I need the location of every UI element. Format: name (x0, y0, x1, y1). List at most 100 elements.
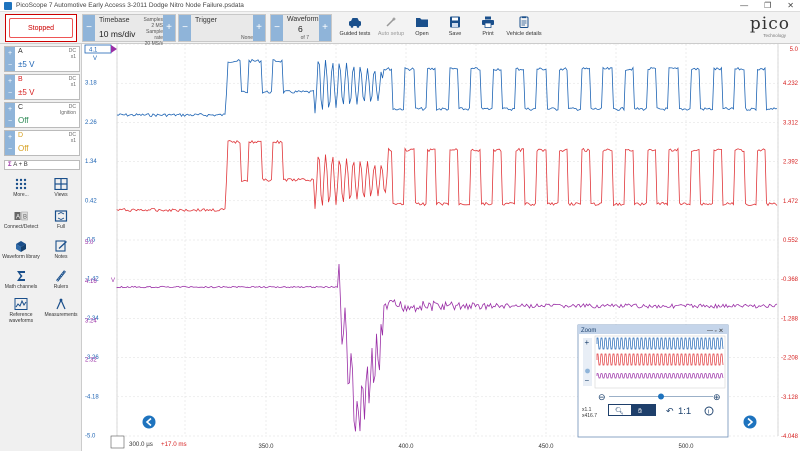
left-tick-label: -5.0 (85, 434, 96, 440)
channel-a-probe: x1 (70, 54, 76, 60)
minimize-button[interactable]: — (740, 1, 749, 10)
channel-c-range[interactable]: Off (18, 116, 29, 125)
math-tick-label: 3.24 (85, 318, 97, 324)
more-tool[interactable]: More... (2, 178, 40, 198)
timebase-value[interactable]: 10 ms/div (99, 29, 136, 39)
notes-icon (55, 240, 67, 252)
channel-a-range[interactable]: ±5 V (18, 60, 35, 69)
scope-view[interactable]: 3.18 2.26 1.34 0.42 -0.5 -1.42 -2.34 -3.26 -4.18… (83, 44, 800, 451)
waveform-group: − Waveform 6 of 7 + (270, 14, 332, 42)
hand-icon[interactable]: ✋︎ (638, 408, 642, 415)
window-controls: — ❐ ✕ (740, 1, 794, 10)
channel-c-name: C (18, 104, 24, 111)
rulers-tool[interactable]: Rulers (42, 270, 80, 290)
channel-d-probe: x1 (70, 138, 76, 144)
math-channels-label: Math channels (4, 284, 38, 290)
reference-waveform-icon (14, 298, 28, 310)
zoom-scale-x: x1.1 (582, 407, 592, 413)
channel-a-coupling: DC x1 (69, 48, 76, 60)
zoom-panel[interactable]: Zoom — ▫ ✕ + − ⊖ ⊕ x1.1 x416.7 🔍︎ ✋︎ ↶ 1… (577, 324, 729, 438)
zoom-out-x-icon[interactable]: ⊖ (598, 392, 606, 402)
timebase-increase-button[interactable]: + (163, 15, 175, 41)
zoom-magnifier-button[interactable] (609, 405, 631, 415)
notes-tool[interactable]: Notes (42, 240, 80, 260)
channel-c-card[interactable]: + − C Off DC Ignition (4, 102, 80, 128)
magnifier-icon: 🔍︎ (615, 407, 624, 415)
auto-setup-button[interactable]: Auto setup (374, 15, 408, 41)
views-tool[interactable]: Views (42, 178, 80, 198)
guided-tests-label: Guided tests (339, 31, 371, 37)
right-tick-label: 0.552 (783, 238, 799, 244)
channel-c-coupling-value: DC (68, 104, 76, 110)
left-tick-label: -1.42 (85, 277, 99, 283)
channel-a-stepper[interactable]: + − (5, 47, 15, 71)
waveform-prev-button[interactable]: − (271, 15, 283, 41)
waveform-next-button[interactable]: + (319, 15, 331, 41)
app-icon (4, 1, 12, 10)
math-channel-item[interactable]: Σ A + B (4, 160, 80, 170)
full-tool[interactable]: Full (42, 210, 80, 230)
channel-b-trace (116, 139, 778, 212)
trigger-marker-icon[interactable] (111, 45, 117, 53)
zoom-overview-trace (596, 373, 724, 379)
start-time-marker[interactable] (110, 435, 125, 449)
maximize-button[interactable]: ❐ (764, 1, 772, 10)
channel-d-card[interactable]: + − D Off DC x1 (4, 130, 80, 156)
channel-c-stepper[interactable]: + − (5, 103, 15, 127)
rulers-label: Rulers (53, 284, 69, 290)
channel-b-range[interactable]: ±5 V (18, 88, 35, 97)
vehicle-details-button[interactable]: Vehicle details (504, 15, 544, 41)
zoom-in-x-icon[interactable]: ⊕ (713, 392, 721, 402)
zoom-in-y-icon[interactable]: + (585, 338, 590, 347)
zoom-ratio[interactable]: 1:1 (678, 406, 691, 417)
ch-a-offset-label: 4.1 (89, 48, 98, 54)
measurements-tool[interactable]: Measurements (42, 298, 80, 318)
notes-label: Notes (54, 254, 68, 260)
zoom-vertical-slider[interactable] (583, 338, 592, 386)
math-channels-tool[interactable]: Math channels (2, 270, 40, 290)
sigma-tool-icon (17, 271, 25, 281)
guided-tests-button[interactable]: Guided tests (338, 15, 372, 41)
info-icon[interactable] (704, 406, 714, 416)
scroll-right-button[interactable] (743, 415, 757, 429)
print-button[interactable]: Print (471, 15, 505, 41)
svg-text:A: A (16, 215, 20, 221)
channel-d-range[interactable]: Off (18, 144, 29, 153)
scroll-left-button[interactable] (142, 415, 156, 429)
close-button[interactable]: ✕ (787, 1, 794, 10)
time-offset-label: +17.0 ms (161, 441, 187, 448)
run-stop-button[interactable]: Stopped (5, 14, 77, 42)
rate-label: Sample rate (146, 29, 163, 41)
time-axis: 350.0 400.0 450.0 500.0 (258, 444, 694, 450)
window-title: PicoScope 7 Automotive Early Access 3-20… (16, 2, 244, 9)
trigger-increase-button[interactable]: + (253, 15, 265, 41)
run-stop-label: Stopped (27, 24, 55, 32)
timebase-decrease-button[interactable]: − (83, 15, 95, 41)
left-tick-label: -3.26 (85, 355, 99, 361)
waveform-library-tool[interactable]: Waveform library (2, 240, 40, 260)
open-label: Open (415, 31, 429, 37)
channel-d-stepper[interactable]: + − (5, 131, 15, 155)
samples-label: Samples (143, 17, 163, 23)
channel-b-stepper[interactable]: + − (5, 75, 15, 99)
undo-zoom-icon[interactable]: ↶ (666, 406, 674, 416)
open-button[interactable]: Open (405, 15, 439, 41)
channel-c-coupling: DC Ignition (60, 104, 76, 116)
zoom-scale-y: x416.7 (582, 413, 597, 419)
time-tick-label: 500.0 (678, 444, 694, 450)
trigger-mode[interactable]: None (241, 35, 253, 41)
reference-waveforms-tool[interactable]: Reference waveforms (2, 298, 40, 324)
zoom-x-thumb[interactable] (658, 393, 664, 400)
time-tick-label: 400.0 (398, 444, 414, 450)
right-tick-label: 1.472 (783, 199, 799, 205)
channel-b-card[interactable]: + − B ±5 V DC x1 (4, 74, 80, 100)
save-button[interactable]: Save (438, 15, 472, 41)
chevron-right-icon (747, 417, 754, 427)
channel-a-card[interactable]: + − A ±5 V DC x1 (4, 46, 80, 72)
trigger-decrease-button[interactable]: − (179, 15, 191, 41)
right-tick-label: -2.208 (781, 356, 799, 362)
zoom-y-thumb[interactable] (585, 368, 590, 374)
zoom-window-controls[interactable]: — ▫ ✕ (707, 329, 724, 335)
zoom-out-y-icon[interactable]: − (585, 376, 590, 385)
